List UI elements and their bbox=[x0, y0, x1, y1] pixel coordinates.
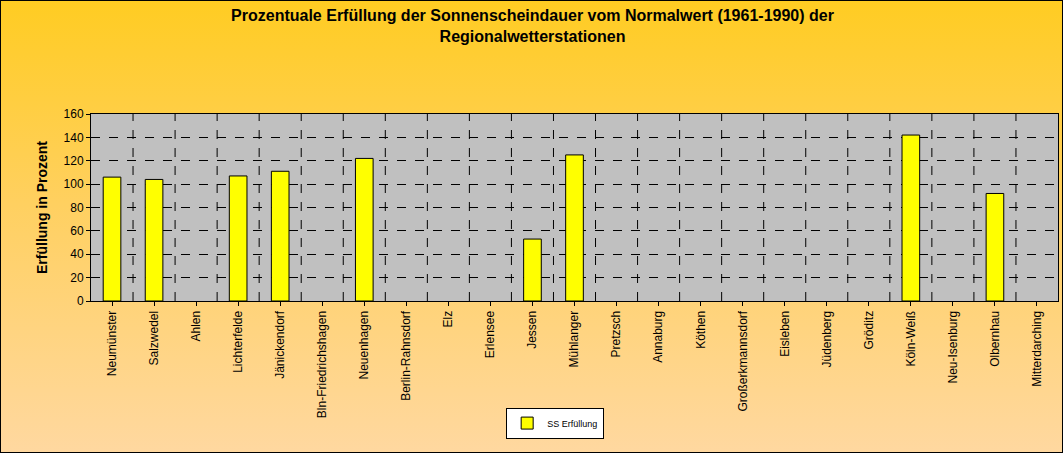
svg-text:Salzwedel: Salzwedel bbox=[147, 311, 161, 366]
svg-text:Erlensee: Erlensee bbox=[483, 310, 497, 358]
svg-text:Ahlen: Ahlen bbox=[189, 311, 203, 342]
svg-text:Erfüllung in Prozent: Erfüllung in Prozent bbox=[34, 141, 50, 274]
svg-text:Bln-Friedrichshagen: Bln-Friedrichshagen bbox=[315, 311, 329, 418]
svg-text:Neuenhagen: Neuenhagen bbox=[357, 311, 371, 380]
svg-text:Jänickendorf: Jänickendorf bbox=[273, 310, 287, 379]
svg-text:Elz: Elz bbox=[441, 311, 455, 328]
svg-text:160: 160 bbox=[64, 107, 84, 121]
svg-text:Köln-Weiß: Köln-Weiß bbox=[904, 311, 918, 367]
svg-text:Köthen: Köthen bbox=[694, 311, 708, 349]
svg-text:Jüdenberg: Jüdenberg bbox=[820, 311, 834, 368]
svg-text:0: 0 bbox=[77, 294, 84, 308]
svg-text:60: 60 bbox=[70, 224, 84, 238]
svg-text:Jessen: Jessen bbox=[525, 311, 539, 349]
svg-text:Neu-Isenburg: Neu-Isenburg bbox=[946, 311, 960, 384]
svg-text:Gröditz: Gröditz bbox=[862, 311, 876, 350]
svg-text:Prozentuale Erfüllung der Sonn: Prozentuale Erfüllung der Sonnenscheinda… bbox=[231, 7, 834, 45]
svg-text:Olbernhau: Olbernhau bbox=[988, 311, 1002, 367]
svg-text:20: 20 bbox=[70, 271, 84, 285]
svg-text:Lichterfelde: Lichterfelde bbox=[231, 310, 245, 372]
svg-text:Großerkmannsdorf: Großerkmannsdorf bbox=[736, 310, 750, 411]
svg-text:Mitterdarching: Mitterdarching bbox=[1030, 311, 1044, 387]
svg-text:80: 80 bbox=[70, 201, 84, 215]
svg-text:SS Erfüllung: SS Erfüllung bbox=[547, 419, 597, 429]
svg-text:Mühlanger: Mühlanger bbox=[567, 311, 581, 368]
svg-text:120: 120 bbox=[64, 154, 84, 168]
svg-text:140: 140 bbox=[64, 131, 84, 145]
svg-text:Eisleben: Eisleben bbox=[778, 311, 792, 357]
svg-text:100: 100 bbox=[64, 177, 84, 191]
svg-text:Annaburg: Annaburg bbox=[651, 311, 665, 363]
svg-text:Berlin-Rahnsdorf: Berlin-Rahnsdorf bbox=[399, 310, 413, 401]
svg-text:Pretzsch: Pretzsch bbox=[609, 311, 623, 358]
svg-text:Neumünster: Neumünster bbox=[105, 311, 119, 376]
svg-text:40: 40 bbox=[70, 247, 84, 261]
